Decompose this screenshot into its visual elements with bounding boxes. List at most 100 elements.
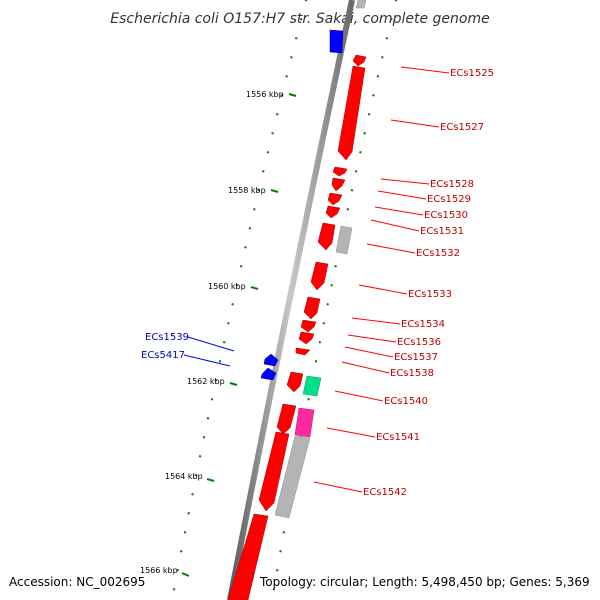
scale-label: 1562 kbp bbox=[187, 377, 225, 386]
tick-mark bbox=[294, 37, 298, 40]
gene-arrow[interactable] bbox=[300, 319, 317, 333]
inner-tick-ring bbox=[172, 0, 308, 591]
tick-mark bbox=[214, 379, 218, 382]
gene-label[interactable]: ECs1537 bbox=[394, 352, 438, 363]
tick-mark bbox=[248, 227, 252, 230]
scale-tick bbox=[206, 478, 215, 482]
tick-mark bbox=[272, 588, 276, 591]
tick-mark bbox=[330, 284, 333, 287]
tick-mark bbox=[218, 360, 222, 363]
label-leader bbox=[377, 190, 427, 200]
gene-label[interactable]: ECs1531 bbox=[420, 226, 464, 237]
gene-arrow[interactable] bbox=[331, 177, 346, 192]
scale-label: 1558 kbp bbox=[228, 186, 266, 195]
label-leader bbox=[358, 284, 408, 295]
gene-arrow[interactable] bbox=[263, 353, 279, 367]
gene-label[interactable]: ECs1527 bbox=[440, 122, 484, 133]
tick-mark bbox=[346, 208, 350, 211]
gene-arrow[interactable] bbox=[227, 513, 269, 600]
tick-mark bbox=[326, 303, 329, 306]
gene-label[interactable]: ECs1542 bbox=[363, 487, 407, 498]
gene-arrow[interactable] bbox=[298, 331, 315, 345]
label-leader bbox=[374, 206, 424, 216]
tick-mark bbox=[222, 341, 226, 344]
label-leader bbox=[366, 243, 416, 254]
tick-mark bbox=[172, 588, 176, 591]
gene-arrow[interactable] bbox=[295, 347, 311, 356]
scale-label: 1556 kbp bbox=[246, 90, 284, 99]
gene-label[interactable]: ECs5417 bbox=[141, 350, 185, 361]
gene-label[interactable]: ECs1533 bbox=[408, 289, 452, 300]
gene-label[interactable]: ECs1528 bbox=[430, 179, 474, 190]
gene-label[interactable]: ECs1541 bbox=[376, 432, 420, 443]
gene-label[interactable]: ECs1536 bbox=[397, 337, 441, 348]
tick-mark bbox=[372, 94, 375, 97]
pink-feature[interactable] bbox=[294, 407, 315, 438]
tick-mark bbox=[381, 56, 384, 59]
gene-label[interactable]: ECs1538 bbox=[390, 368, 434, 379]
tick-mark bbox=[266, 151, 270, 154]
tick-mark bbox=[275, 113, 279, 116]
scale-label: 1566 kbp bbox=[140, 566, 178, 575]
gene-arrow[interactable] bbox=[317, 222, 336, 251]
gene-arrow[interactable] bbox=[260, 367, 277, 381]
gene-arrow[interactable] bbox=[258, 431, 290, 512]
gene-label[interactable]: ECs1525 bbox=[450, 68, 494, 79]
grey-feature[interactable] bbox=[355, 0, 367, 9]
gene-label[interactable]: ECs1534 bbox=[401, 319, 445, 330]
tick-mark bbox=[183, 531, 187, 534]
tick-mark bbox=[322, 322, 326, 325]
tick-mark bbox=[231, 303, 234, 306]
label-leader bbox=[347, 334, 397, 343]
scale-tick bbox=[288, 93, 297, 97]
gene-label[interactable]: ECs1540 bbox=[384, 396, 428, 407]
reverse-gene-labels: ECs1525 ECs1527 ECs1528 ECs1529 ECs1530 … bbox=[313, 66, 494, 498]
tick-mark bbox=[275, 569, 279, 572]
label-leader bbox=[334, 390, 384, 402]
tick-mark bbox=[390, 18, 393, 21]
grey-feature[interactable] bbox=[274, 435, 311, 519]
gene-arrow[interactable] bbox=[286, 371, 304, 393]
other-features bbox=[274, 0, 367, 519]
tick-mark bbox=[227, 322, 230, 325]
tick-mark bbox=[314, 360, 318, 363]
gene-label[interactable]: ECs1532 bbox=[416, 248, 460, 259]
tick-mark bbox=[180, 550, 183, 553]
label-leader bbox=[351, 317, 401, 325]
accession-text: Accession: NC_002695 bbox=[9, 575, 145, 589]
tick-mark bbox=[318, 341, 322, 344]
reverse-strand-genes bbox=[227, 54, 367, 600]
tick-mark bbox=[253, 208, 256, 211]
tick-mark bbox=[239, 265, 243, 268]
gene-arrow[interactable] bbox=[303, 296, 321, 320]
label-leader bbox=[370, 219, 420, 232]
scale-tick bbox=[181, 572, 190, 577]
label-leader bbox=[187, 336, 235, 352]
tick-mark bbox=[334, 265, 337, 268]
scale-label: 1564 kbp bbox=[165, 472, 203, 481]
tick-mark bbox=[262, 170, 265, 173]
gene-label[interactable]: ECs1539 bbox=[145, 332, 189, 343]
scale-tick bbox=[250, 286, 259, 290]
gene-arrow[interactable] bbox=[337, 65, 366, 161]
scale-tick bbox=[229, 382, 238, 386]
tick-mark bbox=[198, 455, 202, 458]
gene-arrow[interactable] bbox=[352, 54, 367, 67]
forward-gene-labels: ECs1539 ECs5417 bbox=[141, 332, 235, 367]
gene-label[interactable]: ECs1530 bbox=[424, 210, 468, 221]
gene-arrow[interactable] bbox=[327, 192, 343, 206]
scale-label: 1560 kbp bbox=[208, 282, 246, 291]
tick-mark bbox=[202, 436, 206, 439]
gene-arrow[interactable] bbox=[276, 403, 297, 435]
grey-feature[interactable] bbox=[335, 225, 353, 255]
label-leader bbox=[390, 119, 440, 128]
tick-mark bbox=[394, 0, 398, 2]
gene-label[interactable]: ECs1529 bbox=[427, 194, 471, 205]
gene-arrow[interactable] bbox=[332, 166, 348, 177]
gene-arrow[interactable] bbox=[310, 261, 329, 291]
teal-feature[interactable] bbox=[302, 375, 322, 397]
gene-arrow[interactable] bbox=[325, 205, 341, 219]
gene-arrow[interactable] bbox=[329, 29, 344, 54]
genome-backbone bbox=[227, 0, 355, 600]
